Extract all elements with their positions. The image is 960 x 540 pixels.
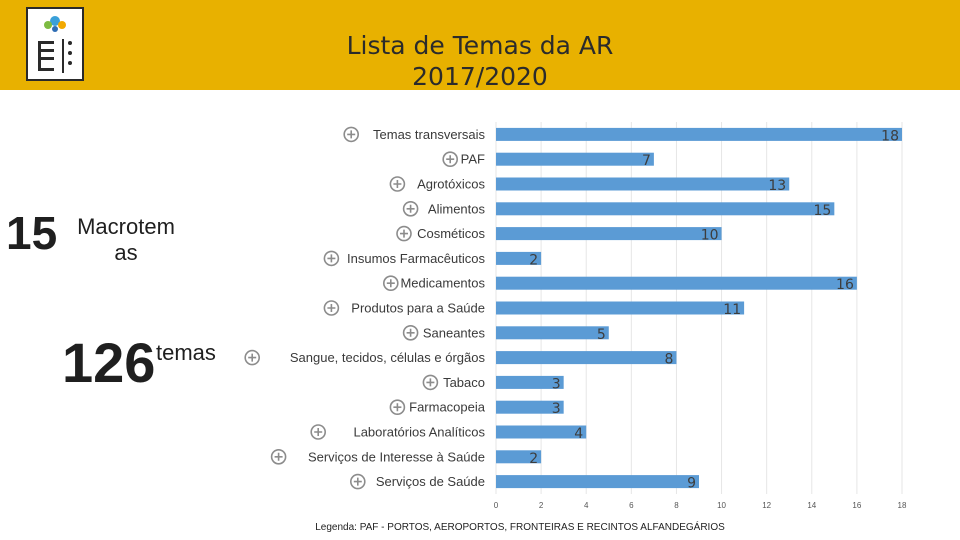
header-bar: Lista de Temas da AR 2017/2020 [0, 0, 960, 92]
temas-label: temas [156, 340, 216, 365]
bandage-icon [323, 300, 340, 316]
data-label: 16 [836, 277, 854, 293]
data-label: 8 [665, 352, 674, 368]
spray-bottle-icon [402, 324, 419, 341]
mortar-pestle-icon [323, 250, 340, 267]
bar [496, 301, 745, 315]
legend-note: Legenda: PAF - PORTOS, AEROPORTOS, FRONT… [315, 522, 725, 533]
bar [496, 127, 902, 141]
mortar-bowl-icon [389, 399, 406, 416]
category-label: Serviços de Saúde [376, 474, 485, 489]
data-label: 18 [881, 128, 899, 144]
x-tick-label: 8 [674, 501, 679, 510]
bar [496, 152, 654, 166]
cosmetics-icon [396, 225, 412, 242]
x-tick-label: 10 [717, 501, 726, 510]
airplane-icon [442, 151, 459, 167]
macrotemas-count: 15 [6, 207, 58, 259]
data-label: 13 [768, 178, 786, 194]
bar [496, 276, 857, 290]
category-label: Tabaco [443, 375, 485, 390]
x-tick-label: 14 [807, 501, 816, 510]
bar [496, 227, 722, 241]
lab-flask-icon [310, 424, 327, 440]
data-label: 15 [814, 203, 832, 219]
bar [496, 326, 609, 340]
x-tick-label: 0 [494, 501, 499, 510]
category-label: PAF [461, 152, 485, 167]
bar [496, 425, 587, 439]
pill-icon [382, 275, 399, 292]
x-tick-label: 16 [852, 501, 861, 510]
data-label: 9 [687, 476, 696, 492]
bar [496, 475, 699, 489]
bar [496, 202, 835, 216]
page-title: Lista de Temas da AR 2017/2020 [280, 30, 680, 92]
x-tick-label: 12 [762, 501, 771, 510]
title-line-1: Lista de Temas da AR [346, 31, 614, 60]
category-label: Temas transversais [373, 127, 485, 142]
x-tick-label: 2 [539, 501, 544, 510]
plant-icon [389, 176, 406, 192]
category-label: Agrotóxicos [417, 177, 485, 192]
data-label: 11 [723, 302, 741, 318]
blood-bag-icon [244, 349, 260, 366]
macrotemas-label: Macrotem as [77, 214, 175, 265]
category-label: Saneantes [423, 325, 486, 340]
category-label: Sangue, tecidos, células e órgãos [290, 350, 486, 365]
x-tick-label: 18 [898, 501, 907, 510]
category-label: Insumos Farmacêuticos [347, 251, 485, 266]
data-label: 2 [529, 451, 538, 467]
food-seal-icon [402, 201, 419, 217]
data-label: 3 [552, 401, 561, 417]
data-label: 3 [552, 376, 561, 392]
data-label: 10 [701, 228, 719, 244]
data-label: 7 [642, 153, 651, 169]
first-aid-kit-icon [270, 448, 287, 465]
bar [496, 177, 790, 191]
title-line-2: 2017/2020 [412, 62, 548, 91]
bar [496, 400, 564, 414]
checklist-logo-icon [26, 7, 84, 81]
data-label: 5 [597, 327, 606, 343]
category-label: Produtos para a Saúde [351, 301, 485, 316]
cigarette-icon [422, 374, 439, 391]
x-tick-label: 6 [629, 501, 634, 510]
category-label: Farmacopeia [409, 400, 486, 415]
category-label: Alimentos [428, 201, 486, 216]
category-label: Medicamentos [400, 276, 485, 291]
category-label: Serviços de Interesse à Saúde [308, 449, 485, 464]
temas-count: 126 [62, 331, 156, 394]
data-label: 2 [529, 252, 538, 268]
data-label: 4 [574, 426, 583, 442]
x-tick-label: 4 [584, 501, 589, 510]
category-label: Cosméticos [417, 226, 485, 241]
category-label: Laboratórios Analíticos [353, 425, 485, 440]
document-icon [343, 126, 360, 143]
doctor-icon [349, 473, 366, 490]
bar [496, 251, 542, 265]
bar [496, 351, 677, 365]
bar [496, 375, 564, 389]
bar [496, 450, 542, 464]
